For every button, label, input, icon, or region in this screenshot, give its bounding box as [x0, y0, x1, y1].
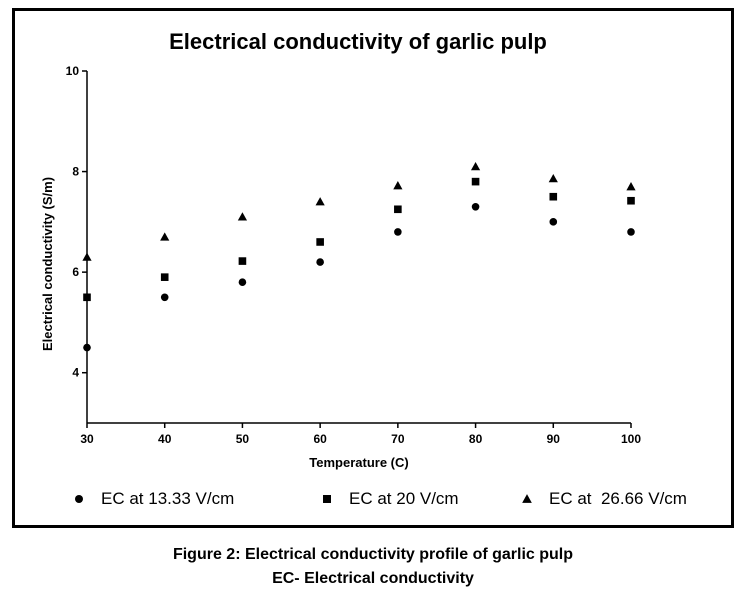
data-point-triangle	[237, 212, 248, 221]
legend-label: EC at 26.66 V/cm	[549, 489, 687, 508]
data-point-square	[549, 192, 558, 201]
x-tick-label: 70	[391, 432, 405, 446]
x-tick-label: 90	[547, 432, 561, 446]
chart: Electrical conductivity of garlic pulp 3…	[40, 29, 687, 508]
data-point-square	[238, 257, 247, 265]
data-point-square	[83, 293, 91, 302]
data-point-circle	[160, 293, 169, 302]
legend-marker-circle	[75, 495, 83, 503]
y-tick-label: 10	[66, 64, 80, 78]
x-tick-label: 100	[621, 432, 641, 446]
axes: 30 40 50 60 70 80 90 100 4 6 8 10	[66, 64, 642, 446]
x-tick-label: 50	[236, 432, 250, 446]
data-point-square	[471, 177, 480, 186]
y-axis-label: Electrical conductivity (S/m)	[40, 177, 55, 351]
data-point-circle	[627, 228, 635, 236]
x-tick-label: 30	[80, 432, 94, 446]
legend-marker-square	[323, 495, 331, 503]
figure-caption-abbreviation: EC- Electrical conductivity	[272, 570, 474, 587]
data-point-triangle	[82, 252, 92, 261]
data-point-circle	[471, 202, 480, 211]
data-point-square	[394, 205, 402, 214]
data-point-circle	[238, 278, 247, 287]
figure-frame: Electrical conductivity of garlic pulp 3…	[12, 8, 734, 528]
x-tick-label: 80	[469, 432, 483, 446]
data-point-square	[627, 196, 635, 205]
x-tick-label: 60	[313, 432, 327, 446]
legend-marker-triangle	[522, 494, 532, 503]
y-tick-label: 8	[72, 165, 79, 179]
data-point-triangle	[548, 174, 558, 183]
data-point-circle	[83, 343, 91, 352]
figure-caption: Figure 2: Electrical conductivity profil…	[172, 546, 574, 563]
data-point-triangle	[315, 197, 325, 206]
data-point-circle	[316, 258, 324, 266]
data-point-triangle	[470, 161, 481, 171]
data-point-square	[316, 238, 324, 246]
legend-label: EC at 20 V/cm	[349, 489, 459, 508]
data-marks	[82, 161, 636, 352]
legend-label: EC at 13.33 V/cm	[101, 489, 234, 508]
data-point-square	[160, 273, 169, 281]
x-tick-label: 40	[158, 432, 172, 446]
x-axis-label: Temperature (C)	[309, 455, 408, 470]
legend: EC at 13.33 V/cm EC at 20 V/cm EC at 26.66…	[75, 489, 687, 508]
data-point-triangle	[160, 232, 170, 241]
data-point-circle	[549, 218, 558, 226]
data-point-circle	[394, 228, 402, 236]
y-tick-label: 4	[72, 366, 79, 380]
chart-title: Electrical conductivity of garlic pulp	[169, 29, 547, 54]
y-tick-label: 6	[72, 265, 79, 279]
data-point-triangle	[626, 182, 636, 191]
data-point-triangle	[393, 181, 403, 190]
